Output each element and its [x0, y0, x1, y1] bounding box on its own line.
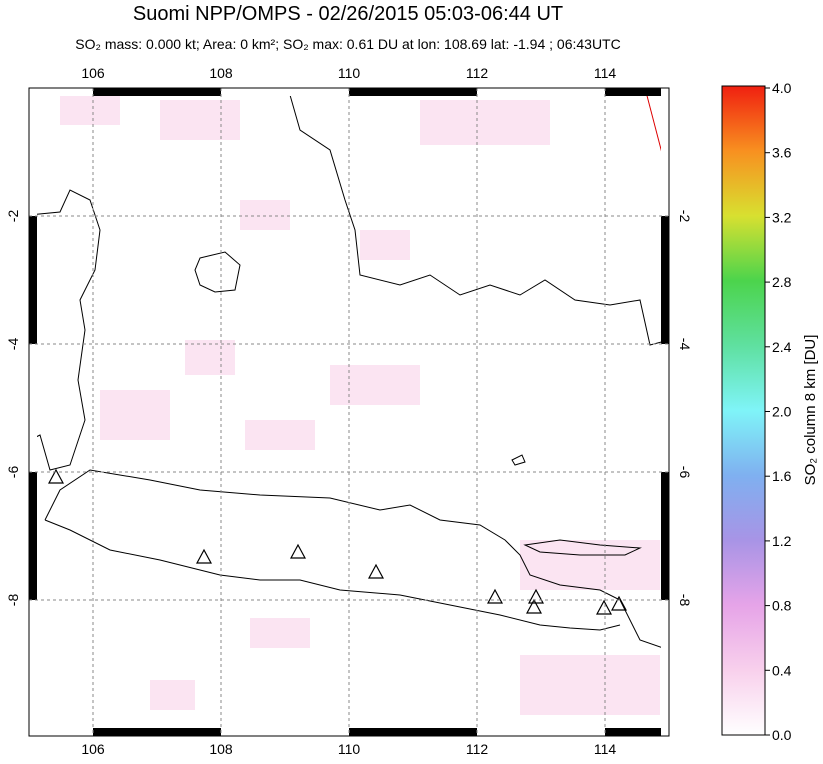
axes: 106 106 108 108 110 110 112 112 114 114 -2 -2 -4 -4 -6… — [5, 65, 693, 757]
frame-bar — [29, 600, 37, 736]
so2-tiles — [60, 95, 660, 715]
lat-tick-label: -8 — [5, 594, 21, 607]
frame-bar — [605, 728, 669, 736]
frame-bar — [349, 728, 477, 736]
volcanoes — [47, 468, 628, 615]
frame-bar — [29, 88, 93, 96]
colorbar-tick-label: 3.6 — [772, 145, 792, 161]
lon-tick-label: 108 — [209, 65, 233, 81]
tile — [520, 655, 660, 715]
frame-bar — [661, 472, 669, 600]
tile — [160, 100, 240, 140]
frame-bar — [661, 88, 669, 216]
lat-tick-label: -8 — [677, 594, 693, 607]
frame-bar — [605, 88, 669, 96]
volcano — [525, 598, 543, 614]
colorbar-tick-label: 1.2 — [772, 533, 792, 549]
frame-bar — [661, 216, 669, 344]
tile — [250, 618, 310, 648]
frame-bar — [221, 88, 349, 96]
frame-bar — [29, 216, 37, 344]
coast-bangka — [194, 251, 241, 293]
frame-bar — [29, 472, 37, 600]
lon-tick-label: 106 — [81, 741, 105, 757]
tile — [185, 340, 235, 375]
frame-bar — [29, 728, 93, 736]
lat-tick-label: -4 — [677, 338, 693, 351]
coast-sumatra — [29, 189, 101, 471]
lon-tick-label: 108 — [209, 741, 233, 757]
map-area — [29, 88, 669, 715]
colorbar-tick-label: 4.0 — [772, 80, 792, 96]
tile — [240, 200, 290, 230]
lat-tick-label: -6 — [5, 466, 21, 479]
volcano — [610, 595, 628, 611]
frame-bar — [477, 728, 605, 736]
coastlines — [29, 94, 669, 651]
tile — [330, 365, 420, 405]
colorbar-tick-label: 3.2 — [772, 209, 792, 225]
coast-java — [44, 469, 669, 651]
colorbar-tick-label: 1.6 — [772, 468, 792, 484]
lat-tick-label: -2 — [677, 210, 693, 223]
lon-tick-label: 110 — [338, 741, 361, 757]
volcano — [595, 599, 613, 615]
volcano — [486, 588, 504, 604]
lon-tick-label: 112 — [466, 65, 489, 81]
tile — [100, 390, 170, 440]
colorbar-tick-label: 2.4 — [772, 339, 792, 355]
colorbar-tick-label: 0.4 — [772, 662, 792, 678]
volcano — [289, 543, 307, 559]
tile — [60, 95, 120, 125]
lat-tick-label: -2 — [5, 210, 21, 223]
tile — [150, 680, 195, 710]
coast-borneo — [289, 94, 669, 346]
volcano — [195, 548, 213, 564]
volcano — [367, 563, 385, 579]
tile — [420, 100, 550, 145]
colorbar-tick-label: 2.8 — [772, 274, 792, 290]
map-frame — [28, 87, 670, 737]
frame-bar — [93, 728, 221, 736]
colorbar-tick-label: 0.8 — [772, 598, 792, 614]
tile — [245, 420, 315, 450]
frame-bar — [349, 88, 477, 96]
frame-bar — [29, 344, 37, 472]
frame-bar — [221, 728, 349, 736]
coast-madura — [523, 539, 642, 556]
tile — [520, 540, 660, 590]
volcano — [47, 468, 65, 484]
subtitle: SO₂ mass: 0.000 kt; Area: 0 km²; SO₂ max… — [75, 36, 620, 52]
frame-bar — [661, 344, 669, 472]
frame-bar — [93, 88, 221, 96]
lon-tick-label: 106 — [81, 65, 105, 81]
colorbar-tick-label: 2.0 — [772, 404, 792, 420]
lon-tick-label: 114 — [594, 741, 617, 757]
lat-tick-label: -6 — [677, 466, 693, 479]
lat-tick-label: -4 — [5, 338, 21, 351]
lon-tick-label: 110 — [338, 65, 361, 81]
frame-bar — [29, 88, 37, 216]
colorbar-tick-label: 0.0 — [772, 727, 792, 743]
lon-tick-label: 112 — [466, 741, 489, 757]
tile — [360, 230, 410, 260]
lon-tick-label: 114 — [594, 65, 617, 81]
frame-bar — [477, 88, 605, 96]
colorbar — [721, 85, 766, 736]
volcano — [527, 588, 545, 604]
frame-bar — [661, 600, 669, 736]
coast-island — [511, 454, 526, 466]
title: Suomi NPP/OMPS - 02/26/2015 05:03-06:44 … — [133, 3, 563, 25]
colorbar-label: SO₂ column 8 km [DU] — [802, 335, 819, 486]
